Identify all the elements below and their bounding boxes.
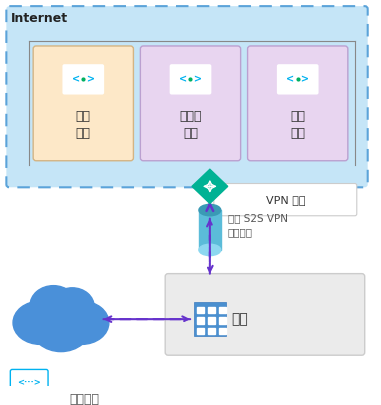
Ellipse shape [30, 286, 77, 325]
Polygon shape [192, 169, 228, 203]
Ellipse shape [31, 301, 91, 352]
FancyBboxPatch shape [248, 46, 348, 161]
FancyBboxPatch shape [165, 274, 365, 355]
Text: <  >: < > [286, 75, 309, 84]
FancyBboxPatch shape [33, 46, 133, 161]
Bar [208, 328, 215, 335]
Ellipse shape [199, 244, 221, 256]
Text: 通过 S2S VPN
强制隔道: 通过 S2S VPN 强制隔道 [228, 213, 288, 237]
Ellipse shape [21, 298, 101, 344]
Ellipse shape [13, 301, 67, 344]
FancyBboxPatch shape [10, 369, 48, 396]
Ellipse shape [50, 288, 94, 325]
FancyBboxPatch shape [214, 183, 357, 216]
FancyBboxPatch shape [140, 46, 241, 161]
FancyBboxPatch shape [194, 302, 226, 336]
Text: 前端
子网: 前端 子网 [76, 110, 91, 140]
Bar [199, 210, 221, 250]
Bar [219, 307, 226, 313]
FancyBboxPatch shape [170, 64, 211, 94]
Text: Internet: Internet [11, 12, 69, 25]
FancyBboxPatch shape [62, 64, 104, 94]
FancyBboxPatch shape [277, 64, 319, 94]
Bar [197, 307, 204, 313]
Bar [208, 317, 215, 324]
Text: 中间层
子网: 中间层 子网 [179, 110, 202, 140]
Text: <···>: <···> [17, 378, 41, 387]
Text: 后端
子网: 后端 子网 [290, 110, 305, 140]
Text: <  >: < > [179, 75, 202, 84]
Bar [208, 307, 215, 313]
Bar [197, 317, 204, 324]
Text: 本地: 本地 [232, 312, 248, 326]
Text: 虚拟网络: 虚拟网络 [69, 393, 99, 405]
Ellipse shape [199, 205, 221, 216]
Bar [219, 328, 226, 335]
FancyBboxPatch shape [6, 6, 368, 187]
Ellipse shape [54, 301, 109, 344]
Text: <  >: < > [72, 75, 95, 84]
Bar [197, 328, 204, 335]
Bar [219, 317, 226, 324]
Text: VPN 网关: VPN 网关 [266, 195, 305, 205]
